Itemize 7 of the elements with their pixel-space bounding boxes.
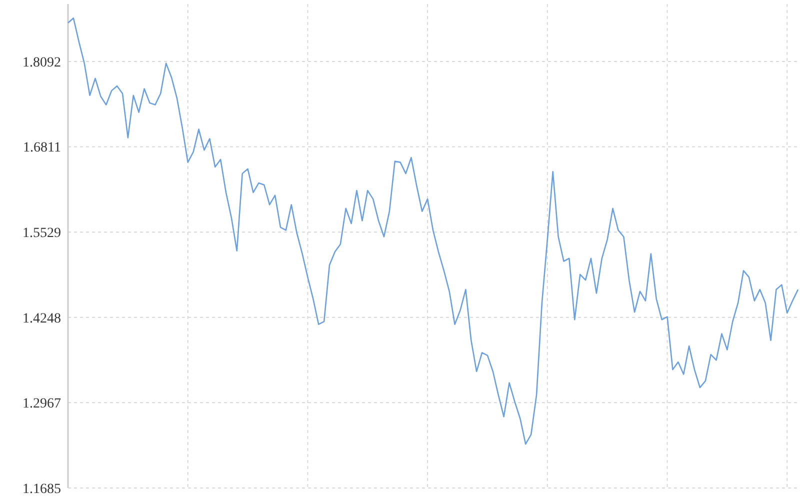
y-tick-label: 1.2967: [22, 396, 61, 412]
line-series: [67, 17, 799, 445]
y-tick-label: 1.4248: [22, 311, 61, 326]
y-tick-label: 1.6811: [23, 140, 61, 156]
y-tick-label: 1.1685: [22, 482, 61, 497]
y-tick-label: 1.8092: [22, 55, 61, 70]
y-tick-label: 1.5529: [22, 226, 61, 241]
